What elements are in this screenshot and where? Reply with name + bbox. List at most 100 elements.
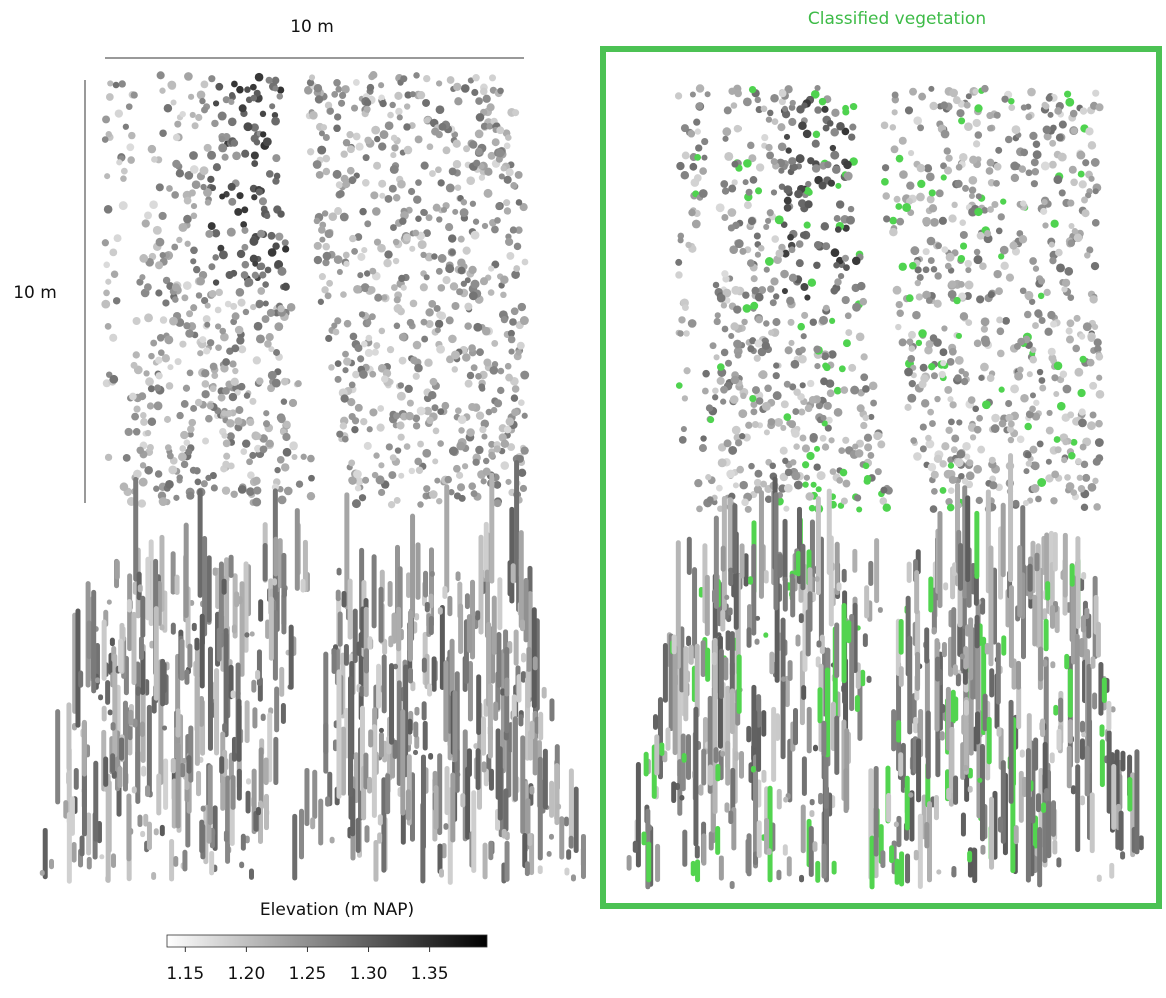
ground-point xyxy=(363,105,371,113)
ground-point xyxy=(214,306,222,314)
ground-column xyxy=(626,855,632,871)
ground-column xyxy=(728,810,734,825)
ground-column xyxy=(701,748,707,786)
ground-point xyxy=(510,394,519,402)
ground-point xyxy=(862,414,870,422)
ground-point xyxy=(754,96,762,104)
ground-point xyxy=(1050,320,1058,328)
ground-column xyxy=(336,669,342,799)
ground-column xyxy=(455,771,461,778)
ground-column xyxy=(227,659,233,666)
ground-point xyxy=(677,232,685,240)
ground-point xyxy=(941,246,949,254)
ground-point xyxy=(363,270,371,277)
ground-point xyxy=(1096,374,1103,381)
ground-column xyxy=(809,810,815,818)
ground-point xyxy=(265,333,274,342)
ground-point xyxy=(1033,399,1040,406)
ground-point xyxy=(1047,310,1056,320)
ground-point xyxy=(469,140,478,149)
ground-point xyxy=(313,241,322,250)
ground-point xyxy=(963,101,971,109)
ground-column xyxy=(331,648,337,674)
ground-point xyxy=(954,374,962,382)
point-clouds xyxy=(39,71,1144,890)
ground-point xyxy=(204,302,211,309)
ground-column xyxy=(1096,874,1102,883)
ground-column xyxy=(1120,851,1126,860)
ground-point xyxy=(964,280,974,290)
ground-column xyxy=(931,627,937,635)
ground-column xyxy=(340,726,346,796)
ground-point xyxy=(1095,103,1104,112)
ground-point xyxy=(842,436,850,444)
ground-point xyxy=(336,268,343,275)
ground-point xyxy=(1045,474,1054,483)
ground-point xyxy=(282,245,290,253)
ground-point xyxy=(495,155,503,163)
vegetation-column xyxy=(750,765,756,773)
ground-point xyxy=(222,386,230,395)
ground-point xyxy=(170,99,177,106)
ground-column xyxy=(1049,562,1055,608)
ground-point xyxy=(359,370,368,379)
ground-point xyxy=(948,475,957,484)
vegetation-column xyxy=(894,858,900,885)
ground-point xyxy=(389,101,396,109)
ground-point xyxy=(800,282,809,291)
ground-point xyxy=(209,184,217,192)
ground-column xyxy=(718,855,724,881)
vegetation-column xyxy=(841,602,847,684)
ground-column xyxy=(288,624,294,690)
ground-column xyxy=(140,830,146,838)
vegetation-column xyxy=(736,654,742,714)
vegetation-point xyxy=(928,363,936,371)
ground-point xyxy=(144,313,153,323)
ground-point xyxy=(338,99,346,107)
ground-point xyxy=(176,411,184,420)
ground-point xyxy=(377,243,386,253)
ground-point xyxy=(366,426,373,433)
ground-point xyxy=(814,84,821,92)
ground-point xyxy=(263,212,271,220)
ground-column xyxy=(936,869,942,875)
ground-column xyxy=(131,611,137,686)
ground-point xyxy=(206,339,215,347)
ground-point xyxy=(491,138,500,147)
vegetation-point xyxy=(742,304,752,313)
ground-point xyxy=(688,208,696,217)
ground-point xyxy=(487,151,496,160)
ground-point xyxy=(783,185,793,194)
colorbar-tick-label: 1.20 xyxy=(227,964,265,984)
ground-column xyxy=(570,874,576,882)
vegetation-point xyxy=(850,103,858,111)
ground-point xyxy=(194,478,202,486)
ground-point xyxy=(1056,263,1065,273)
ground-point xyxy=(452,159,462,169)
vegetation-point xyxy=(1064,90,1072,98)
ground-point xyxy=(217,244,225,252)
ground-point xyxy=(933,299,942,308)
ground-point xyxy=(780,221,788,229)
ground-point xyxy=(396,114,403,121)
ground-point xyxy=(511,385,520,393)
ground-point xyxy=(821,105,829,113)
ground-column xyxy=(381,654,387,714)
ground-column xyxy=(729,688,735,735)
ground-column xyxy=(224,557,230,636)
ground-point xyxy=(1059,370,1068,378)
ground-column xyxy=(312,769,318,819)
ground-column xyxy=(475,748,481,790)
ground-point xyxy=(113,297,121,305)
ground-point xyxy=(267,231,276,240)
ground-point xyxy=(158,211,167,221)
ground-point xyxy=(798,121,807,131)
ground-column xyxy=(1098,662,1104,716)
ground-column xyxy=(868,560,874,587)
ground-column xyxy=(554,763,560,826)
ground-point xyxy=(998,419,1007,428)
ground-point xyxy=(751,386,760,395)
ground-point xyxy=(754,251,761,258)
ground-column xyxy=(739,751,745,779)
ground-column xyxy=(556,803,562,810)
